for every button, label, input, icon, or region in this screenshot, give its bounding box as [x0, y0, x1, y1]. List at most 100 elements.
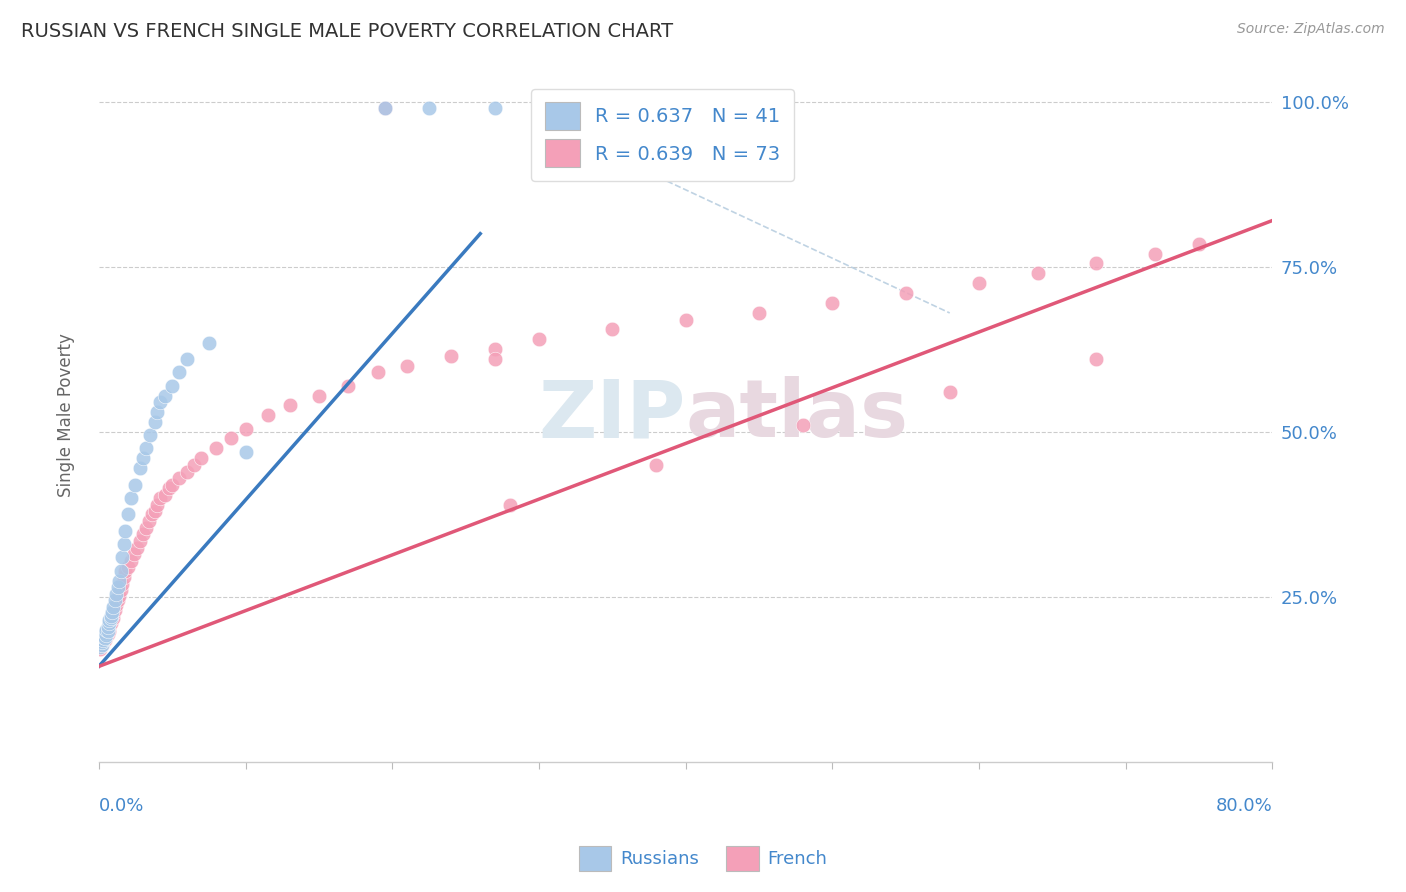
Point: [143, 415, 166, 429]
Point: [93, 632, 115, 647]
Point: [183, 458, 205, 472]
Point: [157, 481, 180, 495]
Point: [938, 385, 960, 400]
Point: [97, 623, 120, 637]
Point: [107, 580, 129, 594]
Point: [256, 409, 278, 423]
Legend: Russians, French: Russians, French: [571, 838, 835, 879]
Point: [176, 352, 198, 367]
Text: ZIP: ZIP: [538, 376, 686, 454]
Point: [132, 451, 155, 466]
Point: [169, 366, 191, 380]
Point: [103, 611, 125, 625]
Point: [117, 560, 139, 574]
Point: [484, 352, 506, 367]
Point: [440, 349, 463, 363]
Point: [337, 378, 360, 392]
Point: [132, 527, 155, 541]
Point: [98, 624, 121, 639]
Point: [141, 508, 163, 522]
Point: [308, 388, 330, 402]
Point: [93, 631, 115, 645]
Point: [114, 524, 136, 538]
Point: [90, 635, 112, 649]
Point: [105, 598, 128, 612]
Point: [748, 306, 770, 320]
Point: [122, 547, 145, 561]
Point: [169, 471, 191, 485]
Point: [153, 388, 176, 402]
Point: [108, 574, 131, 588]
Point: [91, 632, 114, 647]
Point: [135, 521, 157, 535]
Point: [792, 418, 814, 433]
Point: [484, 343, 506, 357]
Point: [198, 335, 221, 350]
Point: [395, 359, 418, 373]
Point: [108, 589, 131, 603]
Point: [103, 599, 125, 614]
Point: [645, 458, 668, 472]
Point: [149, 395, 172, 409]
Point: [675, 312, 697, 326]
Point: [894, 286, 917, 301]
Point: [139, 428, 162, 442]
Point: [418, 101, 440, 115]
Point: [600, 322, 623, 336]
Point: [100, 616, 122, 631]
Point: [205, 442, 228, 456]
Point: [90, 638, 112, 652]
Point: [153, 488, 176, 502]
Point: [104, 593, 127, 607]
Point: [143, 504, 166, 518]
Point: [219, 432, 242, 446]
Point: [91, 630, 114, 644]
Point: [91, 631, 114, 645]
Point: [176, 465, 198, 479]
Point: [98, 620, 121, 634]
Point: [90, 638, 112, 652]
Point: [160, 378, 183, 392]
Point: [1026, 266, 1049, 280]
Text: atlas: atlas: [686, 376, 908, 454]
Point: [89, 641, 111, 656]
Point: [120, 491, 142, 505]
Point: [1085, 352, 1108, 367]
Point: [135, 442, 157, 456]
Legend: R = 0.637   N = 41, R = 0.639   N = 73: R = 0.637 N = 41, R = 0.639 N = 73: [531, 88, 794, 180]
Point: [484, 101, 506, 115]
Point: [104, 603, 127, 617]
Point: [90, 635, 112, 649]
Point: [94, 623, 117, 637]
Point: [111, 550, 134, 565]
Point: [128, 461, 150, 475]
Point: [100, 611, 122, 625]
Point: [821, 296, 844, 310]
Point: [101, 605, 124, 619]
Point: [138, 514, 160, 528]
Text: 80.0%: 80.0%: [1216, 797, 1272, 815]
Point: [128, 533, 150, 548]
Point: [97, 627, 120, 641]
Point: [498, 498, 520, 512]
Point: [1085, 256, 1108, 270]
Point: [112, 570, 135, 584]
Point: [967, 277, 990, 291]
Point: [112, 537, 135, 551]
Point: [190, 451, 212, 466]
Point: [1144, 246, 1167, 260]
Point: [105, 587, 128, 601]
Point: [160, 477, 183, 491]
Text: 0.0%: 0.0%: [98, 797, 145, 815]
Point: [146, 498, 169, 512]
Point: [107, 593, 129, 607]
Point: [125, 541, 148, 555]
Point: [374, 101, 396, 115]
Point: [97, 624, 120, 639]
Point: [527, 332, 550, 346]
Point: [89, 640, 111, 654]
Point: [120, 554, 142, 568]
Point: [100, 613, 122, 627]
Point: [117, 508, 139, 522]
Point: [367, 366, 389, 380]
